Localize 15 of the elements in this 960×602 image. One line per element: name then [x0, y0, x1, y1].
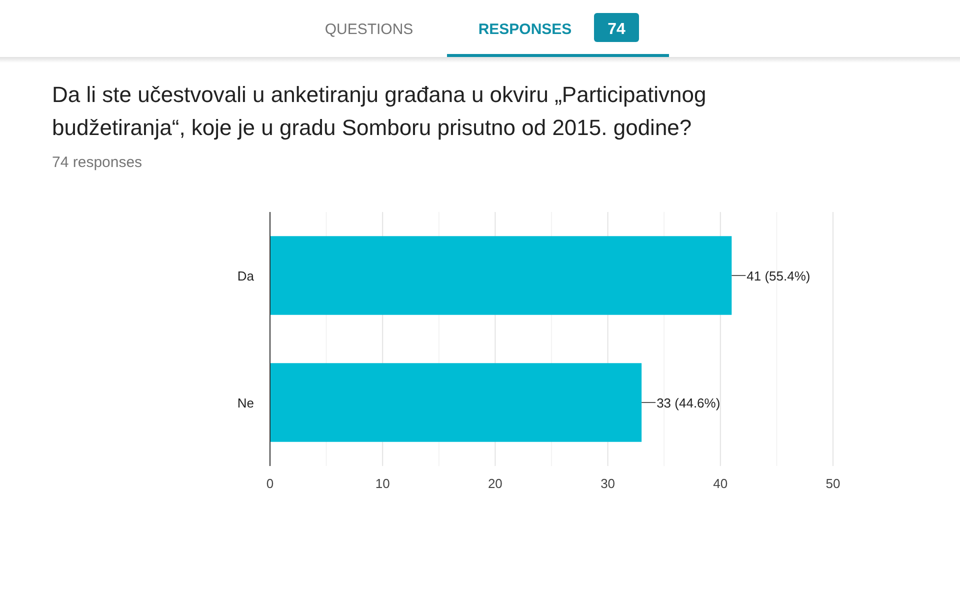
- x-tick-label: 40: [713, 476, 728, 491]
- data-label: 41 (55.4%): [746, 268, 810, 284]
- text: QUESTIONS: [324, 21, 414, 38]
- y-tick-label: Ne: [237, 396, 254, 410]
- text: 74: [608, 21, 626, 38]
- y-tick-label: Da: [237, 268, 255, 284]
- text: RESPONSES: [478, 21, 572, 38]
- x-tick-label: 20: [488, 476, 502, 491]
- text: 74 responses: [52, 154, 142, 171]
- data-label: 33 (44.6%): [656, 396, 720, 410]
- x-tick-label: 10: [375, 476, 390, 491]
- x-tick-label: 0: [266, 476, 274, 491]
- chart-title: Da li ste učestvovali u anketiranju građana u okviru „Participativnog budžetiranja“, koje je u gradu Somboru prisutno od 2015. godine?: [52, 82, 706, 140]
- x-tick-label: 30: [600, 476, 616, 491]
- x-tick-label: 50: [826, 476, 840, 491]
